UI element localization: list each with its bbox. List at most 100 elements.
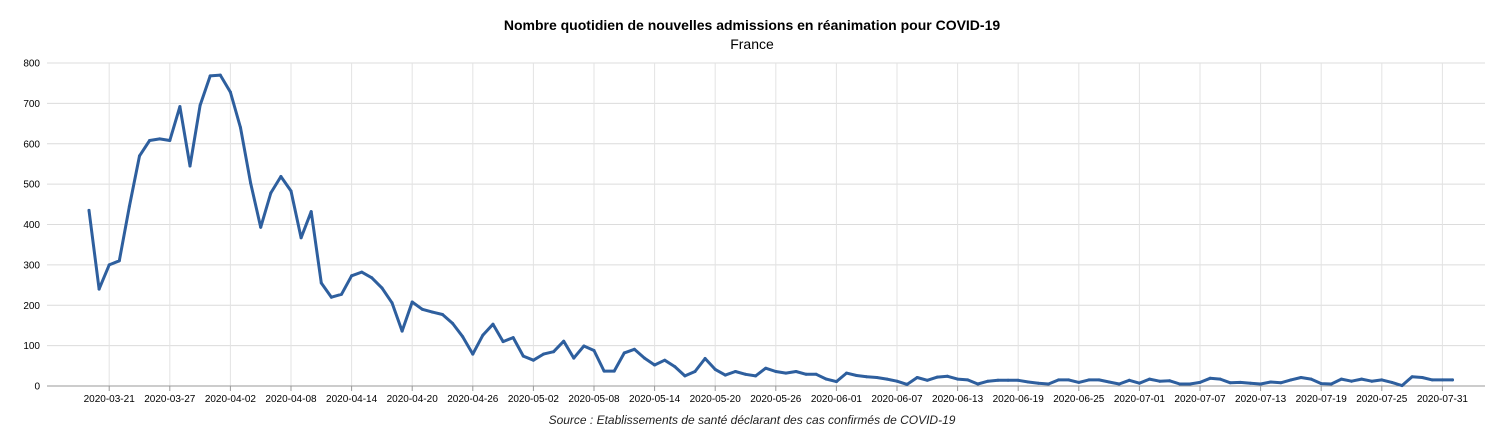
x-tick-label: 2020-04-08 [265, 394, 317, 405]
data-point [1137, 381, 1141, 385]
data-point [390, 301, 394, 305]
data-point [289, 189, 293, 193]
data-point [703, 357, 707, 360]
data-point [996, 378, 1000, 382]
x-tick-label: 2020-04-02 [205, 394, 257, 405]
y-tick-label: 700 [23, 99, 40, 110]
data-point [511, 336, 515, 340]
data-point [895, 379, 899, 383]
data-point [1350, 379, 1353, 383]
data-point [461, 335, 465, 339]
series-layer [87, 73, 1454, 388]
data-point [1087, 378, 1091, 382]
data-point [946, 374, 949, 378]
x-tick-label: 2020-03-21 [84, 394, 136, 405]
chart-source: Source : Etablissements de santé déclara… [548, 413, 956, 427]
data-point [1279, 381, 1283, 385]
data-point [976, 382, 980, 386]
x-tick-label: 2020-07-25 [1356, 394, 1408, 405]
y-tick-label: 600 [23, 139, 40, 150]
data-point [1249, 381, 1252, 385]
x-tick-label: 2020-04-26 [447, 394, 499, 405]
data-point [875, 376, 879, 379]
data-point [107, 263, 111, 267]
data-point [1026, 380, 1030, 384]
data-point [754, 374, 758, 378]
data-point [1380, 378, 1384, 382]
data-point [1016, 378, 1020, 382]
data-point [572, 356, 576, 360]
data-point [1047, 382, 1050, 386]
axes [47, 385, 1485, 391]
y-tick-label: 0 [34, 382, 40, 393]
data-point [1198, 380, 1202, 384]
data-point [774, 370, 778, 373]
data-point [370, 276, 374, 280]
x-tick-label: 2020-04-14 [326, 394, 378, 405]
data-point [1117, 382, 1121, 386]
data-point [309, 210, 313, 214]
chart-subtitle: France [730, 36, 774, 52]
x-tick-label: 2020-05-20 [690, 394, 742, 405]
y-tick-label: 100 [23, 341, 40, 352]
x-tick-label: 2020-07-13 [1235, 394, 1287, 405]
x-tick-label: 2020-05-26 [750, 394, 802, 405]
data-point [138, 154, 141, 158]
data-point [632, 347, 636, 351]
data-point [1410, 375, 1414, 379]
data-point [360, 270, 364, 274]
data-point [127, 204, 131, 208]
y-tick-label: 300 [23, 260, 40, 271]
x-tick-label: 2020-05-08 [568, 394, 620, 405]
data-point [430, 310, 434, 314]
data-point [501, 340, 505, 344]
data-point [562, 339, 566, 343]
data-point [1289, 378, 1293, 382]
data-point [148, 139, 152, 142]
data-point [552, 350, 556, 354]
data-point [885, 377, 889, 381]
data-point [1309, 377, 1313, 381]
x-tick-label: 2020-07-07 [1174, 394, 1226, 405]
data-point [1067, 378, 1071, 382]
data-point [1420, 376, 1424, 379]
data-point [1178, 382, 1182, 386]
x-tick-label: 2020-06-07 [871, 394, 923, 405]
data-point [87, 208, 91, 212]
y-tick-label: 400 [23, 220, 40, 231]
data-point [1208, 376, 1212, 380]
data-point [269, 191, 273, 195]
data-point [259, 225, 263, 229]
data-point [1299, 376, 1303, 379]
data-point [531, 358, 535, 362]
data-point [1400, 384, 1404, 388]
data-point [673, 365, 677, 369]
data-point [986, 379, 990, 383]
data-point [188, 164, 192, 168]
data-point [1228, 381, 1232, 385]
data-point [380, 286, 384, 290]
data-point [693, 370, 697, 373]
data-point [713, 367, 717, 371]
data-point [663, 358, 667, 362]
data-point [1006, 378, 1010, 382]
data-point [481, 333, 485, 337]
data-point [804, 372, 808, 376]
x-tick-label: 2020-03-27 [144, 394, 196, 405]
data-point [350, 274, 354, 278]
data-point [1036, 381, 1040, 385]
series-line [87, 73, 1454, 388]
data-point [1370, 379, 1374, 383]
data-point [744, 372, 747, 376]
data-point [1440, 378, 1444, 382]
data-point [249, 181, 253, 185]
data-point [622, 351, 626, 355]
x-tick-label: 2020-07-31 [1417, 394, 1469, 405]
data-point [1097, 378, 1101, 382]
data-point [1390, 380, 1394, 384]
data-point [1148, 377, 1151, 381]
data-point [794, 370, 798, 373]
data-point [542, 352, 545, 356]
grid [47, 62, 1485, 387]
data-point [168, 139, 172, 142]
